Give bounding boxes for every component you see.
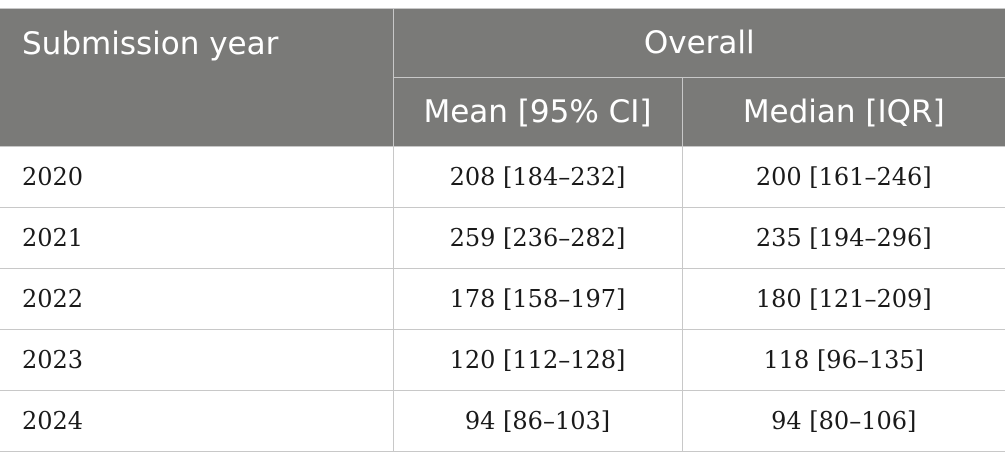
table-row: 2022 178 [158–197] 180 [121–209] xyxy=(0,268,1005,330)
year-cell: 2024 xyxy=(0,390,394,452)
table-header: Submission year Overall Mean [95% CI] Me… xyxy=(0,8,1005,147)
year-cell: 2022 xyxy=(0,268,394,330)
mean-ci-cell: 259 [236–282] xyxy=(392,207,683,269)
median-iqr-header: Median [IQR] xyxy=(681,77,1005,147)
median-iqr-cell: 200 [161–246] xyxy=(681,146,1005,208)
table-row: 2020 208 [184–232] 200 [161–246] xyxy=(0,146,1005,208)
table-row: 2021 259 [236–282] 235 [194–296] xyxy=(0,207,1005,269)
year-cell: 2020 xyxy=(0,146,394,208)
median-iqr-cell: 180 [121–209] xyxy=(681,268,1005,330)
mean-ci-cell: 208 [184–232] xyxy=(392,146,683,208)
year-cell: 2021 xyxy=(0,207,394,269)
mean-ci-cell: 94 [86–103] xyxy=(392,390,683,452)
median-iqr-cell: 235 [194–296] xyxy=(681,207,1005,269)
summary-table: Submission year Overall Mean [95% CI] Me… xyxy=(0,8,1005,452)
table-body: 2020 208 [184–232] 200 [161–246] 2021 25… xyxy=(0,146,1005,452)
table-row: 2024 94 [86–103] 94 [80–106] xyxy=(0,390,1005,452)
mean-ci-cell: 178 [158–197] xyxy=(392,268,683,330)
mean-ci-cell: 120 [112–128] xyxy=(392,329,683,391)
header-row-group: Submission year Overall xyxy=(0,8,1005,147)
median-iqr-cell: 118 [96–135] xyxy=(681,329,1005,391)
submission-year-header: Submission year xyxy=(0,8,394,147)
overall-group-header: Overall xyxy=(392,8,1005,78)
year-cell: 2023 xyxy=(0,329,394,391)
mean-ci-header: Mean [95% CI] xyxy=(392,77,683,147)
median-iqr-cell: 94 [80–106] xyxy=(681,390,1005,452)
table-row: 2023 120 [112–128] 118 [96–135] xyxy=(0,329,1005,391)
